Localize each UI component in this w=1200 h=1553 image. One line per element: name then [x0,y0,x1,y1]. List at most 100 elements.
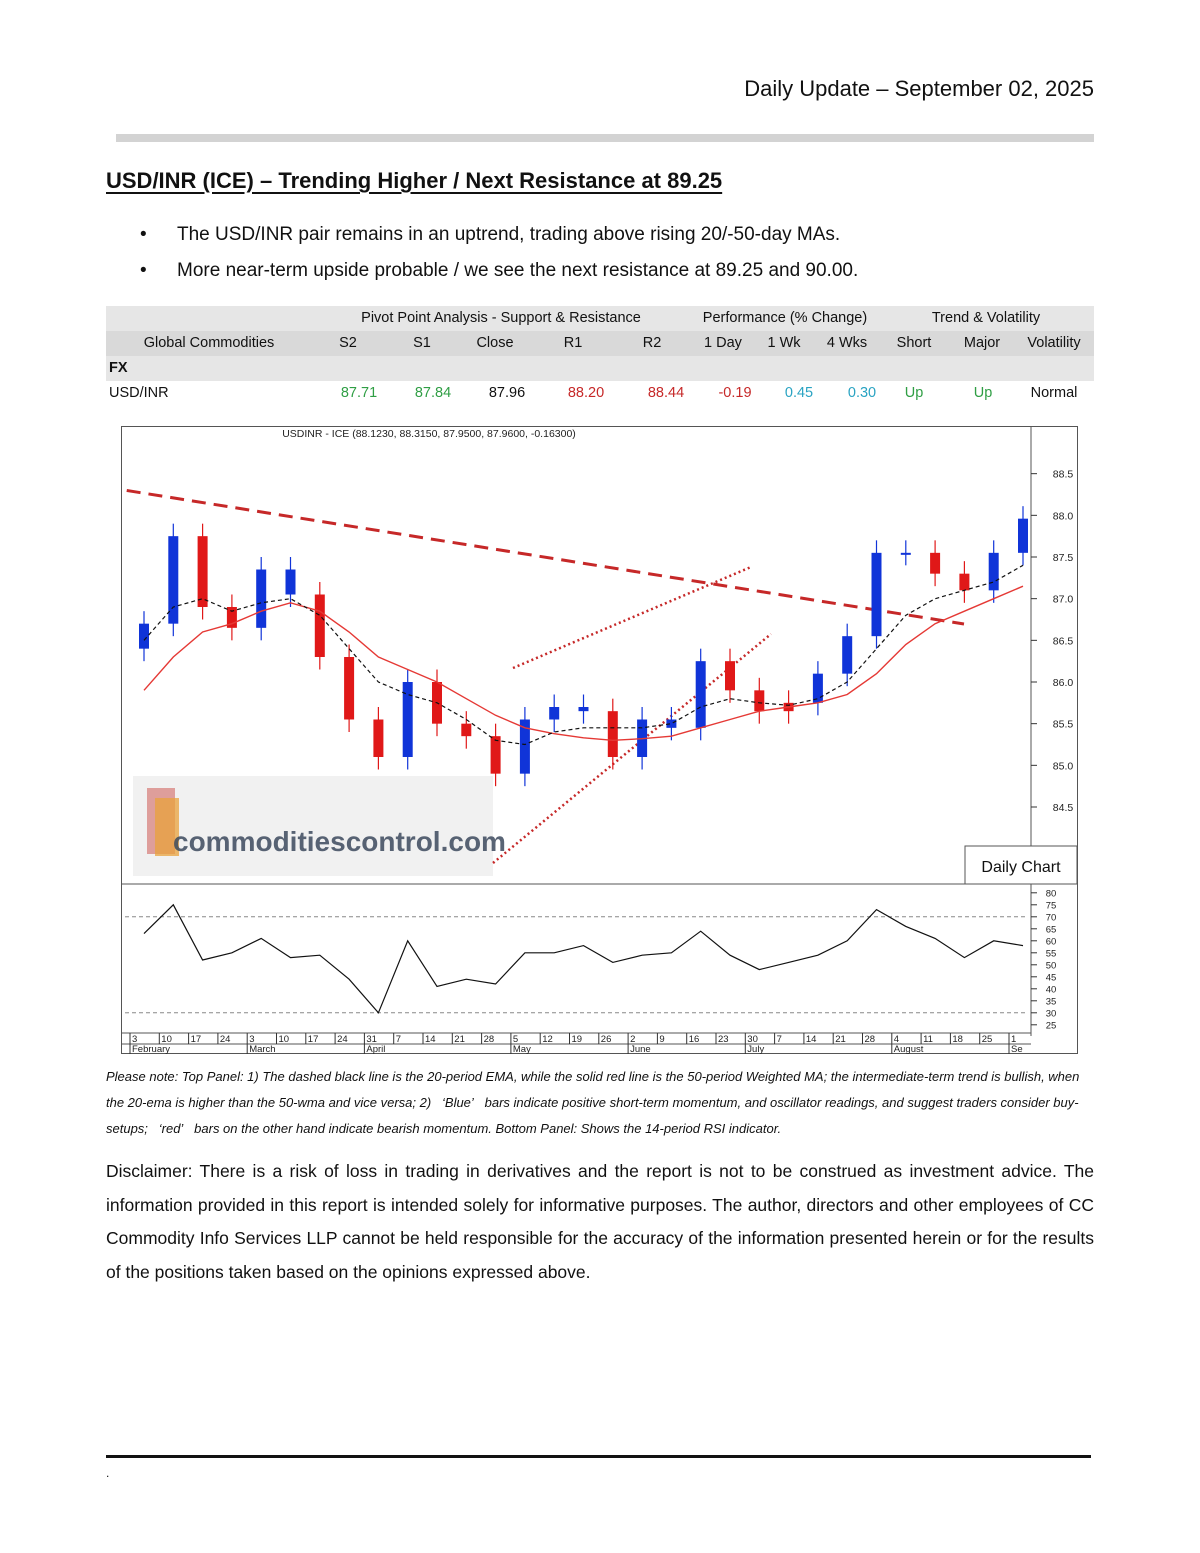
table-column-header: Global Commodities S2 S1 Close R1 R2 1 D… [106,331,1094,356]
chart-note: Please note: Top Panel: 1) The dashed bl… [106,1069,1080,1136]
candle-body [519,719,530,774]
date-tick-label: 24 [220,1034,231,1045]
price-tick-label: 86.5 [1053,635,1074,647]
candle-body [988,552,999,591]
col-header: R2 [642,335,662,351]
rsi-tick-label: 55 [1046,948,1057,959]
pivot-table: Pivot Point Analysis - Support & Resista… [106,306,1094,406]
ema20-line [143,564,1024,746]
rsi-tick-label: 65 [1046,924,1057,935]
candle-body [226,607,237,628]
month-label: May [513,1044,531,1054]
month-label: Se [1011,1044,1023,1054]
rsi-tick-label: 80 [1046,888,1057,899]
bullet-item: More near-term upside probable / we see … [140,258,858,294]
candle-body [402,682,413,757]
candle-body [461,723,472,737]
header-divider [116,134,1094,142]
month-label: August [894,1044,924,1054]
date-tick-label: 31 [366,1034,377,1045]
price-tick-label: 88.5 [1053,469,1074,481]
rsi-tick-label: 30 [1046,1008,1057,1019]
price-tick-label: 85.5 [1053,719,1074,731]
candle-body [549,707,560,720]
date-tick-label: 24 [337,1034,348,1045]
rsi-line [143,903,1024,1014]
price-tick-label: 85.0 [1053,760,1074,772]
wma50-line [143,585,1024,742]
group-header-trend: Trend & Volatility [931,310,1041,326]
candle-body [314,594,325,657]
page-title: USD/INR (ICE) – Trending Higher / Next R… [106,168,723,193]
rsi-tick-label: 35 [1046,996,1057,1007]
price-tick-label: 87.5 [1053,552,1074,564]
candle-body [754,690,765,712]
candle-body [344,657,355,720]
summary-bullets: The USD/INR pair remains in an uptrend, … [140,222,858,294]
daily-chart-label-box [964,845,1078,885]
cell-major: Up [973,385,993,401]
cell-short: Up [904,385,924,401]
group-header-pivot: Pivot Point Analysis - Support & Resista… [361,310,641,326]
date-tick-label: 16 [689,1034,700,1045]
price-tick-label: 88.0 [1053,510,1074,522]
month-label: June [630,1044,651,1054]
rsi-tick-label: 75 [1046,900,1057,911]
rsi-tick-label: 60 [1046,936,1057,947]
date-tick-label: 5 [513,1034,518,1045]
date-tick-label: 21 [454,1034,465,1045]
date-tick-label: 17 [191,1034,202,1045]
date-tick-label: 17 [308,1034,319,1045]
date-tick-label: 9 [659,1034,664,1045]
date-tick-label: 12 [542,1034,553,1045]
candle-body [695,661,706,728]
date-tick-label: 3 [132,1034,137,1045]
date-tick-label: 4 [894,1034,899,1045]
watermark-logo: commoditiescontrol.com [133,776,506,876]
candle-body [168,536,179,624]
date-tick-label: 1 [1011,1034,1016,1045]
disclaimer: Disclaimer: There is a risk of loss in t… [106,1161,1094,1282]
candle-body [959,573,970,591]
candle-body [607,711,618,757]
col-header: Short [896,335,932,351]
cell-name: USD/INR [109,385,169,401]
chart-frame [121,426,1078,1054]
date-tick-label: 30 [747,1034,758,1045]
month-label: February [132,1044,170,1054]
date-tick-label: 19 [572,1034,583,1045]
col-header: R1 [563,335,583,351]
group-header-performance: Performance (% Change) [702,310,868,326]
candle-body [373,719,384,757]
candle-body [900,552,911,555]
col-header: Volatility [1027,335,1081,351]
rsi-tick-label: 40 [1046,984,1057,995]
candle-body [871,552,882,637]
col-header: Close [476,335,514,351]
cell-s2: 87.71 [340,385,378,401]
footer-divider [106,1455,1091,1458]
candle-body [842,636,853,674]
cell-r2: 88.44 [647,385,685,401]
price-tick-label: 87.0 [1053,594,1074,606]
date-tick-label: 26 [601,1034,612,1045]
candle-body [812,673,823,703]
date-tick-label: 7 [396,1034,401,1045]
candle-body [666,719,677,728]
price-tick-label: 84.5 [1053,802,1074,814]
lower-channel-line [492,633,772,864]
date-tick-label: 18 [952,1034,963,1045]
candle-body [930,552,941,574]
col-header: 1 Day [704,335,742,351]
candle-body [725,661,735,691]
date-tick-label: 28 [865,1034,876,1045]
table-group-header: Pivot Point Analysis - Support & Resista… [106,306,1094,331]
month-label: July [747,1044,764,1054]
col-header: Major [963,335,1001,351]
month-label: March [249,1044,275,1054]
date-tick-label: 21 [835,1034,846,1045]
cell-4wks: 0.30 [847,385,877,401]
table-section-fx: FX [106,356,1094,381]
month-label: April [366,1044,385,1054]
cell-close: 87.96 [488,385,526,401]
